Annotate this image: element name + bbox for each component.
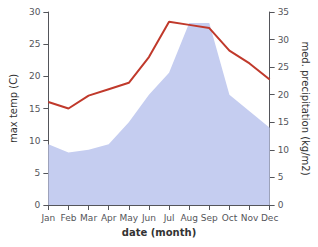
svg-text:10: 10: [29, 136, 41, 146]
svg-text:30: 30: [278, 35, 290, 45]
svg-text:35: 35: [278, 7, 289, 17]
svg-text:10: 10: [278, 145, 290, 155]
svg-text:0: 0: [278, 200, 284, 210]
svg-text:Nov: Nov: [241, 213, 259, 223]
svg-text:Feb: Feb: [61, 213, 77, 223]
svg-text:Dec: Dec: [261, 213, 278, 223]
svg-text:Jul: Jul: [163, 213, 175, 223]
svg-text:0: 0: [35, 200, 41, 210]
svg-text:Sep: Sep: [201, 213, 218, 223]
svg-text:5: 5: [35, 168, 41, 178]
svg-text:25: 25: [29, 39, 40, 49]
svg-text:5: 5: [278, 172, 284, 182]
svg-text:Oct: Oct: [222, 213, 238, 223]
svg-text:date (month): date (month): [122, 227, 196, 238]
svg-text:15: 15: [29, 104, 40, 114]
svg-text:Jan: Jan: [40, 213, 55, 223]
svg-text:30: 30: [29, 7, 41, 17]
svg-text:med. precipitation (kg/m2): med. precipitation (kg/m2): [300, 41, 311, 175]
svg-text:20: 20: [29, 71, 41, 81]
svg-text:15: 15: [278, 117, 289, 127]
svg-text:max temp (C): max temp (C): [8, 74, 19, 143]
svg-text:Apr: Apr: [101, 213, 117, 223]
svg-text:Aug: Aug: [180, 213, 198, 223]
svg-text:Mar: Mar: [80, 213, 97, 223]
svg-text:20: 20: [278, 90, 290, 100]
svg-text:May: May: [120, 213, 139, 223]
svg-text:25: 25: [278, 62, 289, 72]
svg-text:Jun: Jun: [141, 213, 156, 223]
